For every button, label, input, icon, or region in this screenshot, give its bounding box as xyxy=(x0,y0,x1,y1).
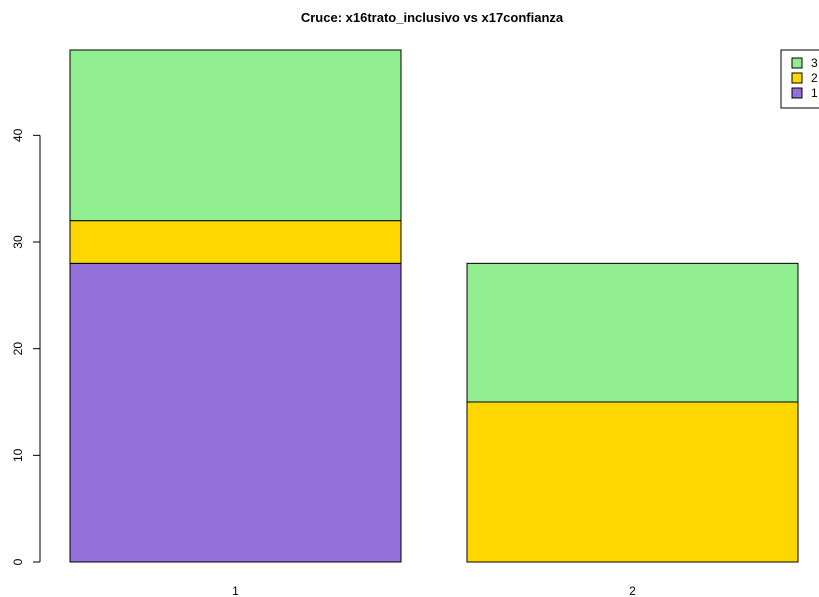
y-tick-label-0: 0 xyxy=(11,558,25,565)
legend-swatch-1 xyxy=(791,87,803,99)
legend-swatch-2 xyxy=(791,72,803,84)
chart-title: Cruce: x16trato_inclusivo vs x17confianz… xyxy=(301,10,564,25)
bar-cat-2-series-3 xyxy=(466,262,799,403)
x-tick-label-2: 2 xyxy=(629,584,636,597)
bar-cat-1-series-1 xyxy=(69,262,402,563)
legend-swatch-3 xyxy=(791,57,803,69)
y-tick-label-30: 30 xyxy=(11,235,25,249)
legend-label-2: 2 xyxy=(811,71,818,85)
legend: 321 xyxy=(780,49,819,109)
y-tick-label-20: 20 xyxy=(11,342,25,356)
x-tick-label-1: 1 xyxy=(232,584,239,597)
bar-cat-1-series-2 xyxy=(69,220,402,264)
bars xyxy=(69,49,799,563)
y-tick-label-40: 40 xyxy=(11,128,25,142)
bar-cat-2-series-2 xyxy=(466,401,799,563)
bar-cat-1-series-3 xyxy=(69,49,402,222)
legend-label-3: 3 xyxy=(811,56,818,70)
y-axis: 0 10 20 30 40 xyxy=(11,128,41,565)
y-tick-label-10: 10 xyxy=(11,448,25,462)
legend-label-1: 1 xyxy=(811,86,818,100)
